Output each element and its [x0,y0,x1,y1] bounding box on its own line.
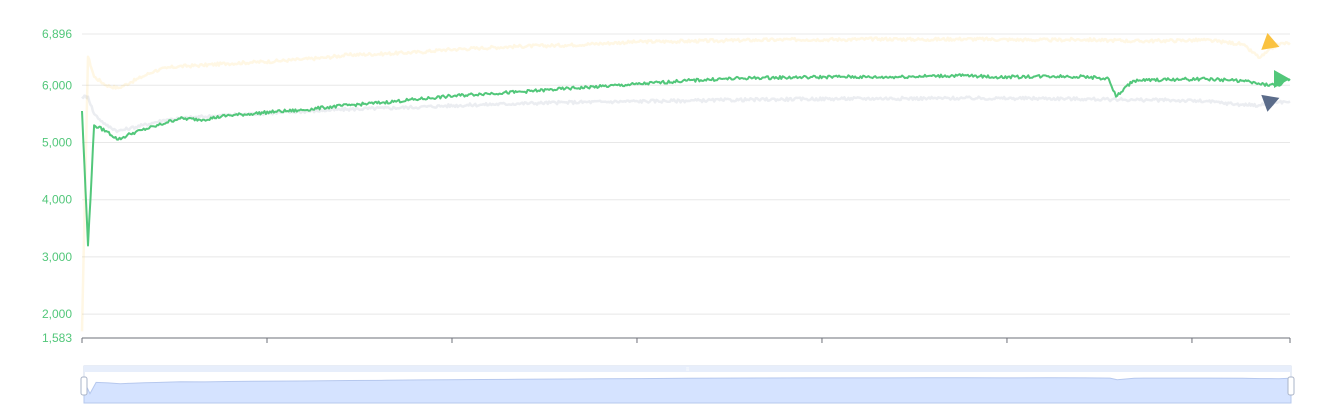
datazoom-slider[interactable]: ≡ [80,365,1295,404]
y-tick-label: 5,000 [42,135,72,149]
x-axis [81,337,1291,343]
datazoom-area [83,377,1292,404]
y-tick-label: 6,000 [42,78,72,92]
y-tick-label: 4,000 [42,193,72,207]
series-end-marker [1261,32,1280,50]
datazoom-grip-icon: ≡ [686,367,690,373]
y-tick-label: 6,896 [42,27,72,41]
y-tick-label: 3,000 [42,250,72,264]
y-tick-label: 1,583 [42,331,72,345]
datazoom-handle-right[interactable] [1287,376,1295,396]
grid-lines [82,33,1290,315]
y-axis-labels: 6,896 6,000 5,000 4,000 3,000 2,000 1,583 [42,27,72,345]
series-end-marker [1261,94,1280,112]
series-lines [80,36,1291,332]
end-markers [1261,32,1290,112]
y-tick-label: 2,000 [42,307,72,321]
series-end-marker [1274,69,1290,88]
series-line-2 [81,73,1291,247]
series-line-0 [80,36,1291,332]
datazoom-handle-left[interactable] [80,376,88,396]
datazoom-top-bar [84,366,1291,372]
